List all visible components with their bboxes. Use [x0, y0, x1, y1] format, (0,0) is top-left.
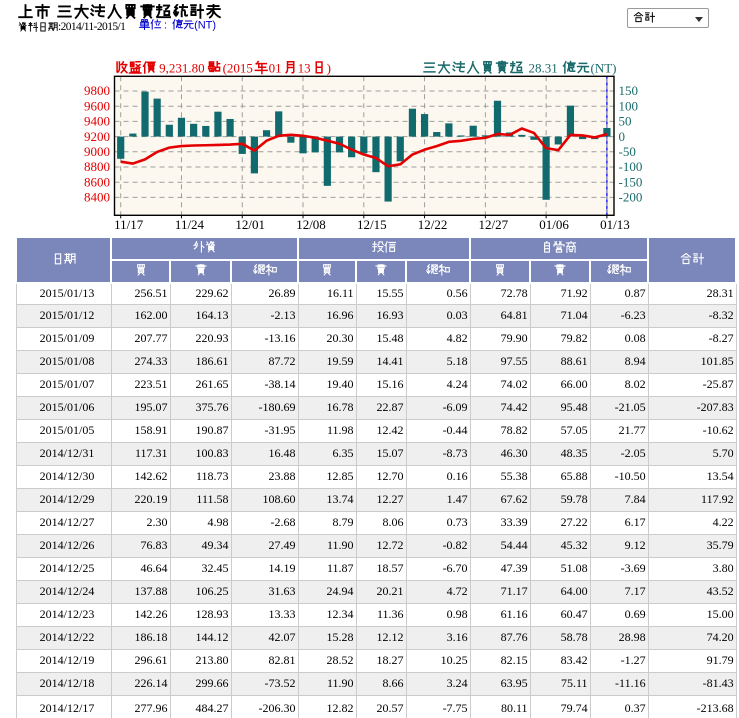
svg-text:150: 150 [619, 83, 639, 98]
svg-text:8400: 8400 [84, 190, 110, 205]
svg-text:28.31: 28.31 [529, 61, 558, 76]
svg-text:11/24: 11/24 [175, 217, 205, 232]
svg-text:13: 13 [298, 61, 311, 76]
svg-text:12/08: 12/08 [296, 217, 326, 232]
svg-text:9600: 9600 [84, 98, 110, 113]
svg-text:9200: 9200 [84, 129, 110, 144]
svg-text:50: 50 [619, 114, 632, 129]
svg-text:100: 100 [619, 98, 639, 113]
svg-text:8600: 8600 [84, 174, 110, 189]
svg-text:-100: -100 [619, 159, 643, 174]
svg-text:12/22: 12/22 [418, 217, 448, 232]
svg-text:0: 0 [619, 129, 626, 144]
svg-text:(2015: (2015 [223, 61, 253, 76]
svg-text:-200: -200 [619, 190, 643, 205]
svg-text:9400: 9400 [84, 114, 110, 129]
svg-text:01: 01 [269, 61, 282, 76]
svg-text:(NT): (NT) [591, 61, 617, 76]
svg-text:12/27: 12/27 [478, 217, 508, 232]
svg-text:9800: 9800 [84, 83, 110, 98]
svg-text:11/17: 11/17 [114, 217, 144, 232]
svg-text:8800: 8800 [84, 159, 110, 174]
svg-text:9,231.80: 9,231.80 [159, 61, 205, 76]
svg-text:01/13: 01/13 [600, 217, 630, 232]
svg-text:-50: -50 [619, 144, 636, 159]
svg-text:12/15: 12/15 [357, 217, 387, 232]
svg-text:01/06: 01/06 [539, 217, 569, 232]
svg-text:9000: 9000 [84, 144, 110, 159]
svg-text:): ) [327, 61, 331, 76]
svg-text:12/01: 12/01 [235, 217, 265, 232]
svg-text:-150: -150 [619, 174, 643, 189]
